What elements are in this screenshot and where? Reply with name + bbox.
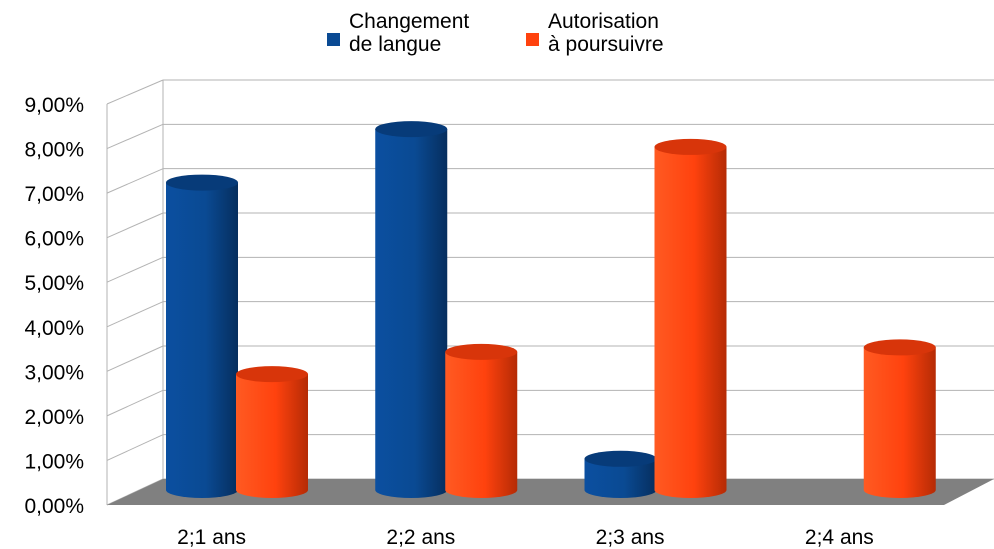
y-tick-label: 4,00% [24, 317, 84, 340]
chart-floor [107, 479, 994, 505]
y-tick-label: 1,00% [24, 450, 84, 473]
legend-swatch-series-1 [327, 33, 340, 46]
x-tick-label: 2;4 ans [805, 526, 874, 549]
legend: Changement de langue Autorisation à pour… [0, 10, 994, 70]
bar-body-s1-c2 [375, 129, 448, 498]
legend-swatch-series-2 [526, 33, 539, 46]
bar-top-s1-c3 [584, 450, 657, 467]
y-tick-label: 6,00% [24, 228, 84, 251]
side-gridline-7 [106, 168, 164, 194]
legend-item-series-1: Changement de langue [327, 10, 469, 56]
y-tick-label: 8,00% [24, 139, 84, 162]
side-gridline-5 [106, 256, 164, 283]
bar-body-s1-c3 [584, 458, 657, 498]
side-gridline-3 [106, 345, 164, 372]
legend-label-series-1: Changement de langue [349, 10, 470, 56]
y-tick-label: 9,00% [24, 94, 84, 117]
bar-top-s2-c4 [863, 339, 936, 356]
side-gridline-2 [106, 389, 164, 417]
y-tick-label: 0,00% [24, 495, 84, 518]
bar-top-s2-c2 [445, 343, 518, 360]
bar-body-s1-c1 [166, 182, 238, 499]
side-gridline-1 [106, 434, 164, 461]
side-gridline-9 [106, 79, 164, 105]
x-tick-label: 2;2 ans [386, 526, 455, 549]
y-tick-label: 5,00% [24, 272, 84, 295]
bar-top-s2-c1 [236, 366, 308, 383]
side-gridline-4 [106, 301, 164, 328]
y-tick-label: 7,00% [24, 183, 84, 206]
x-tick-label: 2;3 ans [596, 526, 665, 549]
bar-body-s2-c4 [863, 347, 936, 498]
legend-label-series-2: Autorisation à poursuivre [548, 10, 664, 56]
bar-body-s2-c3 [654, 146, 727, 498]
bar-top-s1-c1 [166, 174, 238, 191]
side-gridline-6 [106, 212, 164, 239]
y-tick-label: 2,00% [24, 406, 84, 429]
bar-top-s1-c2 [375, 121, 448, 138]
y-tick-label: 3,00% [24, 361, 84, 384]
side-gridline-8 [106, 123, 164, 150]
bar-body-s2-c2 [445, 351, 518, 498]
legend-item-series-2: Autorisation à poursuivre [526, 10, 664, 56]
bar-top-s2-c3 [654, 138, 727, 155]
bar-body-s2-c1 [236, 374, 308, 498]
x-tick-label: 2;1 ans [177, 526, 246, 549]
